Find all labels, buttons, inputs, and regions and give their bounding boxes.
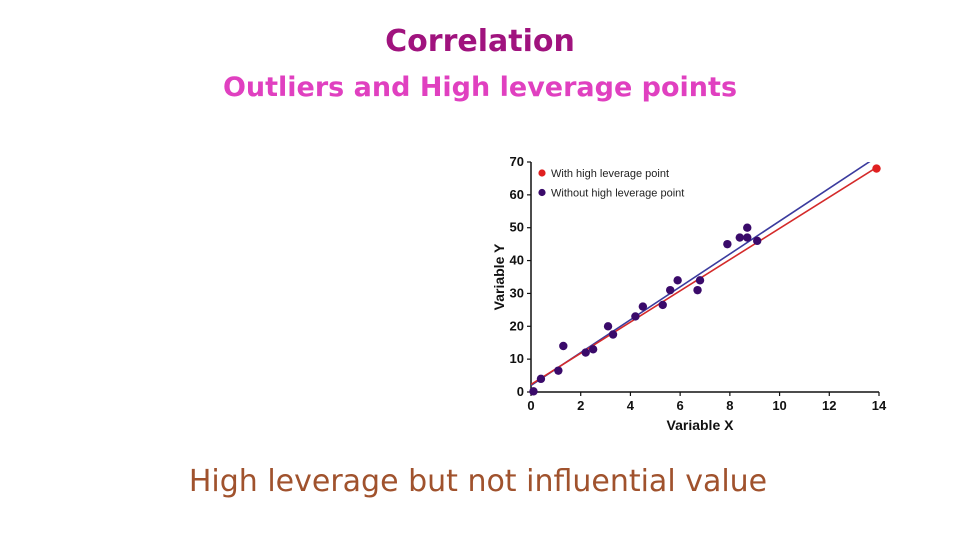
y-tick-label: 60 <box>510 187 524 202</box>
y-tick-label: 50 <box>510 220 524 235</box>
x-tick-label: 2 <box>577 398 584 413</box>
fit-line-with-leverage <box>531 165 879 386</box>
x-tick-label: 14 <box>872 398 887 413</box>
data-point <box>743 223 752 232</box>
y-tick-label: 30 <box>510 285 524 300</box>
data-point <box>673 276 682 285</box>
legend-marker <box>538 188 546 197</box>
data-point <box>559 341 568 351</box>
data-point <box>723 239 732 249</box>
slide-caption: High leverage but not influential value <box>188 464 768 499</box>
data-point <box>735 233 744 242</box>
y-tick-label: 20 <box>510 318 524 333</box>
data-point <box>581 348 590 357</box>
slide-subtitle: Outliers and High leverage points <box>222 72 738 103</box>
x-tick-label: 12 <box>822 398 836 413</box>
legend-label: Without high leverage point <box>551 188 684 200</box>
data-point <box>588 345 598 354</box>
y-tick-label: 0 <box>517 384 524 399</box>
data-point <box>693 285 702 295</box>
data-point <box>608 330 618 339</box>
data-point <box>753 236 762 246</box>
legend-marker <box>538 169 546 177</box>
legend-label: With high leverage point <box>551 168 669 180</box>
data-point <box>554 366 563 375</box>
data-point <box>743 233 752 242</box>
data-point <box>638 302 648 311</box>
x-tick-label: 8 <box>726 398 733 413</box>
x-tick-label: 6 <box>677 398 684 413</box>
y-tick-label: 10 <box>510 351 524 366</box>
data-point <box>658 300 667 310</box>
data-point <box>695 276 705 285</box>
y-tick-label: 40 <box>510 253 524 268</box>
data-point <box>603 322 613 331</box>
data-point <box>631 312 640 321</box>
x-axis-title: Variable X <box>667 417 735 433</box>
x-tick-label: 10 <box>772 398 786 413</box>
x-tick-label: 4 <box>627 398 635 413</box>
slide-title: Correlation <box>385 24 575 59</box>
x-tick-label: 0 <box>527 398 534 413</box>
y-axis-title: Variable Y <box>491 243 507 310</box>
data-point <box>536 374 546 384</box>
data-point <box>529 387 538 396</box>
data-point <box>666 285 675 295</box>
high-leverage-point <box>872 164 881 173</box>
y-tick-label: 70 <box>510 154 524 169</box>
